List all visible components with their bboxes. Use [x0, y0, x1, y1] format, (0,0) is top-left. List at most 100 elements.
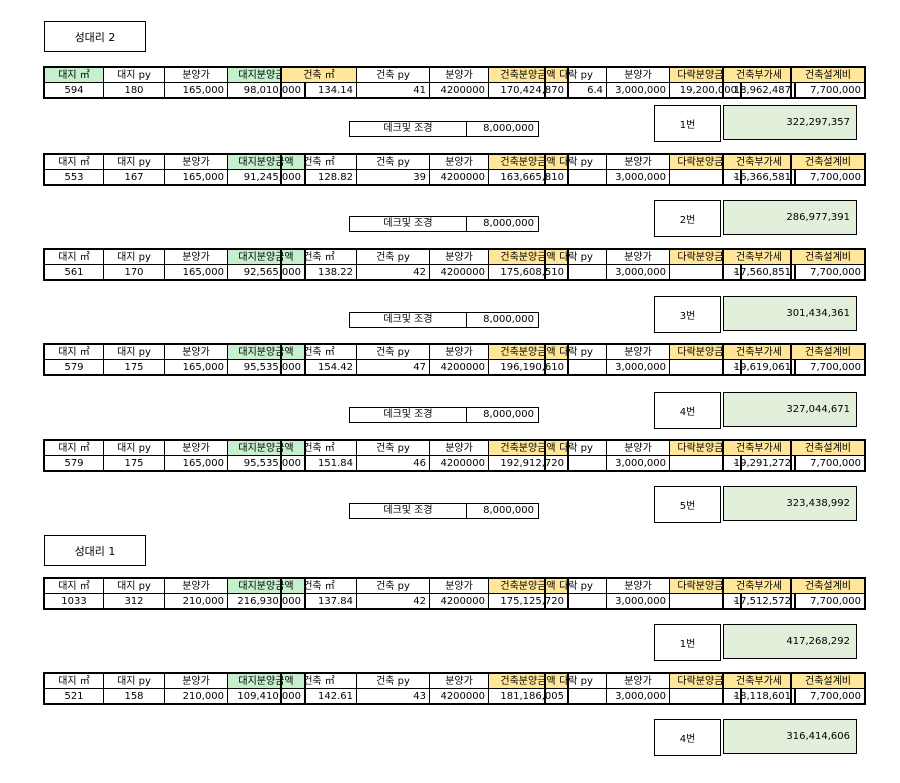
cell-land-py[interactable]: 180 [103, 82, 165, 98]
total-amount-box[interactable]: 322,297,357 [723, 105, 857, 140]
cell-land-m2[interactable]: 594 [44, 82, 104, 98]
cell-vat[interactable]: 18,962,487 [723, 82, 795, 98]
cell-bld-price[interactable]: 4200000 [429, 82, 489, 98]
cell-bld-m2[interactable]: 151.84 [281, 455, 357, 471]
cell-bld-py[interactable]: 41 [356, 82, 430, 98]
cell-attic-price[interactable]: 3,000,000 [606, 82, 670, 98]
cell-bld-py[interactable]: 46 [356, 455, 430, 471]
cell-attic-py[interactable] [545, 359, 607, 375]
cell-attic-price[interactable]: 3,000,000 [606, 455, 670, 471]
cell-vat[interactable]: 19,291,272 [723, 455, 795, 471]
header-attic-py: 다락 py [545, 249, 607, 265]
header-design: 건축설계비 [791, 249, 865, 265]
value-row: 7,700,000 [791, 359, 865, 375]
data-table-bld: 건축 ㎡ 건축 py 분양가 건축분양금액 142.61 43 4200000 181,186… [280, 672, 569, 705]
cell-bld-m2[interactable]: 137.84 [281, 593, 357, 609]
cell-bld-price[interactable]: 4200000 [429, 359, 489, 375]
cell-bld-py[interactable]: 42 [356, 264, 430, 280]
cell-land-py[interactable]: 175 [103, 455, 165, 471]
cell-attic-py[interactable]: 6.4 [545, 82, 607, 98]
cell-design[interactable]: 7,700,000 [791, 169, 865, 185]
cell-land-m2[interactable]: 521 [44, 688, 104, 704]
data-table-land: 대지 ㎡ 대지 py 분양가 대지분양금액 561 170 165,000 92,565,00… [43, 248, 306, 281]
cell-land-price[interactable]: 165,000 [164, 169, 228, 185]
cell-bld-m2[interactable]: 154.42 [281, 359, 357, 375]
total-amount-box[interactable]: 316,414,606 [723, 719, 857, 754]
total-amount-box[interactable]: 417,268,292 [723, 624, 857, 659]
cell-bld-price[interactable]: 4200000 [429, 264, 489, 280]
total-amount-box[interactable]: 286,977,391 [723, 200, 857, 235]
deck-value[interactable]: 8,000,000 [483, 505, 534, 516]
cell-land-price[interactable]: 165,000 [164, 264, 228, 280]
cell-attic-py[interactable] [545, 169, 607, 185]
cell-land-price[interactable]: 165,000 [164, 82, 228, 98]
cell-vat[interactable]: 17,512,572 [723, 593, 795, 609]
unit-number-box: 1번 [654, 105, 721, 142]
cell-attic-py[interactable] [545, 593, 607, 609]
cell-bld-m2[interactable]: 138.22 [281, 264, 357, 280]
total-amount-box[interactable]: 323,438,992 [723, 486, 857, 521]
deck-value[interactable]: 8,000,000 [483, 409, 534, 420]
header-row: 다락 py 분양가 다락분양금액 [545, 344, 741, 360]
header-attic-price: 분양가 [606, 578, 670, 594]
cell-land-price[interactable]: 210,000 [164, 593, 228, 609]
data-table-land: 대지 ㎡ 대지 py 분양가 대지분양금액 594 180 165,000 98,010,00… [43, 66, 306, 99]
cell-land-py[interactable]: 158 [103, 688, 165, 704]
cell-land-m2[interactable]: 553 [44, 169, 104, 185]
cell-land-py[interactable]: 175 [103, 359, 165, 375]
cell-bld-py[interactable]: 42 [356, 593, 430, 609]
cell-land-m2[interactable]: 579 [44, 359, 104, 375]
cell-attic-price[interactable]: 3,000,000 [606, 359, 670, 375]
cell-land-m2[interactable]: 561 [44, 264, 104, 280]
cell-attic-price[interactable]: 3,000,000 [606, 264, 670, 280]
header-attic-price: 분양가 [606, 673, 670, 689]
header-land-py: 대지 py [103, 673, 165, 689]
cell-attic-price[interactable]: 3,000,000 [606, 688, 670, 704]
cell-attic-py[interactable] [545, 455, 607, 471]
cell-attic-price[interactable]: 3,000,000 [606, 593, 670, 609]
header-land-py: 대지 py [103, 344, 165, 360]
cell-bld-py[interactable]: 47 [356, 359, 430, 375]
cell-land-m2[interactable]: 1033 [44, 593, 104, 609]
cell-design[interactable]: 7,700,000 [791, 593, 865, 609]
cell-land-price[interactable]: 165,000 [164, 455, 228, 471]
total-amount-box[interactable]: 301,434,361 [723, 296, 857, 331]
cell-design[interactable]: 7,700,000 [791, 264, 865, 280]
cell-bld-py[interactable]: 43 [356, 688, 430, 704]
cell-attic-py[interactable] [545, 688, 607, 704]
data-table-attic: 다락 py 분양가 다락분양금액 3,000,000- [544, 248, 742, 281]
header-attic-price: 분양가 [606, 67, 670, 83]
value-row: 521 158 210,000 109,410,000 [44, 688, 305, 704]
cell-vat[interactable]: 19,619,061 [723, 359, 795, 375]
data-table-bld: 건축 ㎡ 건축 py 분양가 건축분양금액 137.84 42 4200000 175,125… [280, 577, 569, 610]
cell-design[interactable]: 7,700,000 [791, 688, 865, 704]
cell-bld-m2[interactable]: 142.61 [281, 688, 357, 704]
deck-value[interactable]: 8,000,000 [483, 314, 534, 325]
unit-number-box: 5번 [654, 486, 721, 523]
cell-bld-py[interactable]: 39 [356, 169, 430, 185]
cell-bld-m2[interactable]: 134.14 [281, 82, 357, 98]
cell-land-m2[interactable]: 579 [44, 455, 104, 471]
cell-vat[interactable]: 16,366,581 [723, 169, 795, 185]
cell-bld-m2[interactable]: 128.82 [281, 169, 357, 185]
cell-land-price[interactable]: 165,000 [164, 359, 228, 375]
cell-bld-price[interactable]: 4200000 [429, 688, 489, 704]
value-row: 3,000,000- [545, 264, 741, 280]
cell-attic-price[interactable]: 3,000,000 [606, 169, 670, 185]
cell-bld-price[interactable]: 4200000 [429, 455, 489, 471]
deck-value[interactable]: 8,000,000 [483, 123, 534, 134]
cell-design[interactable]: 7,700,000 [791, 359, 865, 375]
cell-land-price[interactable]: 210,000 [164, 688, 228, 704]
deck-value[interactable]: 8,000,000 [483, 218, 534, 229]
cell-land-py[interactable]: 167 [103, 169, 165, 185]
cell-design[interactable]: 7,700,000 [791, 82, 865, 98]
cell-vat[interactable]: 18,118,601 [723, 688, 795, 704]
cell-bld-price[interactable]: 4200000 [429, 593, 489, 609]
cell-vat[interactable]: 17,560,851 [723, 264, 795, 280]
cell-land-py[interactable]: 312 [103, 593, 165, 609]
cell-design[interactable]: 7,700,000 [791, 455, 865, 471]
cell-land-py[interactable]: 170 [103, 264, 165, 280]
cell-bld-price[interactable]: 4200000 [429, 169, 489, 185]
total-amount-box[interactable]: 327,044,671 [723, 392, 857, 427]
cell-attic-py[interactable] [545, 264, 607, 280]
